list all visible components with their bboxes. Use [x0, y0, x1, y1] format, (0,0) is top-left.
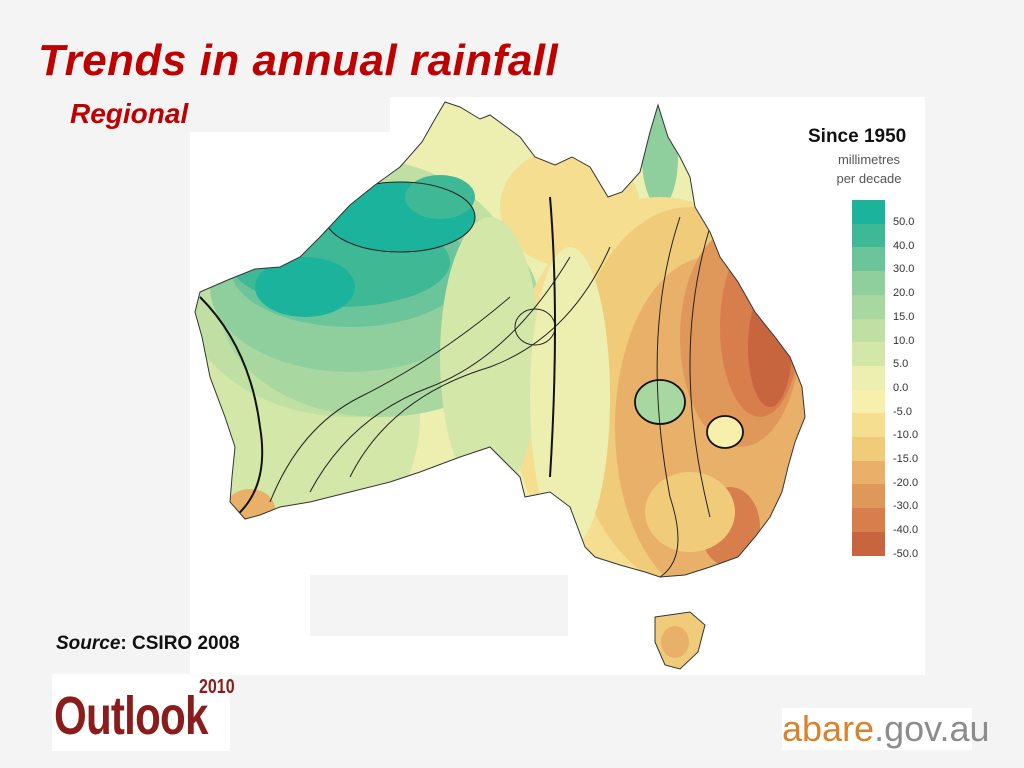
- period-label: Since 1950: [808, 126, 907, 147]
- legend-label: -30.0: [893, 500, 919, 513]
- legend-swatch: [852, 247, 885, 272]
- legend-label: -40.0: [893, 524, 919, 537]
- source-text: : CSIRO 2008: [120, 633, 240, 654]
- legend-label: -50.0: [893, 547, 919, 560]
- slide-subtitle: Regional: [70, 98, 189, 129]
- legend-swatch: [852, 223, 885, 248]
- legend-swatch: [852, 460, 885, 485]
- outlook-logo-year: 2010: [199, 676, 235, 698]
- abare-logo: abare.gov.au: [782, 708, 990, 750]
- legend-swatch: [852, 365, 885, 390]
- legend-label: 40.0: [893, 239, 915, 252]
- map-corner-mask: [190, 97, 390, 132]
- australia-rainfall-map: [194, 101, 806, 670]
- legend-label: -5.0: [893, 405, 912, 418]
- legend-swatch: [852, 200, 885, 224]
- legend-swatch: [852, 413, 885, 438]
- legend-label: -20.0: [893, 476, 919, 489]
- abare-logo-name: abare: [782, 708, 875, 749]
- legend-swatch: [852, 531, 885, 556]
- legend-swatch: [852, 271, 885, 296]
- legend-label: 30.0: [893, 263, 915, 276]
- slide-title: Trends in annual rainfall: [38, 36, 559, 85]
- abare-logo-domain: .gov.au: [874, 708, 990, 749]
- legend-label: 15.0: [893, 310, 915, 323]
- tasmania: [654, 611, 706, 670]
- legend-swatch: [852, 342, 885, 367]
- legend-label: 10.0: [893, 334, 915, 347]
- units-line-2: per decade: [836, 171, 902, 186]
- legend-swatch: [852, 294, 885, 319]
- legend-label: 20.0: [893, 287, 915, 300]
- legend-swatch: [852, 389, 885, 414]
- legend-swatch: [852, 484, 885, 509]
- legend-label: 5.0: [893, 358, 909, 371]
- units-line-1: millimetres: [837, 152, 901, 167]
- rainfall-map-panel: [190, 97, 925, 675]
- source-note: Source: CSIRO 2008: [56, 633, 240, 655]
- outlook-logo-word: Outlook: [54, 686, 208, 746]
- legend-swatch: [852, 437, 885, 461]
- legend-units: millimetres per decade: [824, 150, 914, 188]
- map-bottom-mask: [310, 575, 568, 636]
- legend-swatch: [852, 318, 885, 343]
- legend-swatch: [852, 508, 885, 533]
- legend-label: -15.0: [893, 453, 919, 465]
- legend-label: 0.0: [893, 381, 909, 394]
- source-prefix: Source: [56, 633, 121, 654]
- legend-label: -10.0: [893, 429, 919, 442]
- outlook-logo: Outlook 2010: [52, 674, 235, 751]
- legend-label: 50.0: [893, 216, 915, 228]
